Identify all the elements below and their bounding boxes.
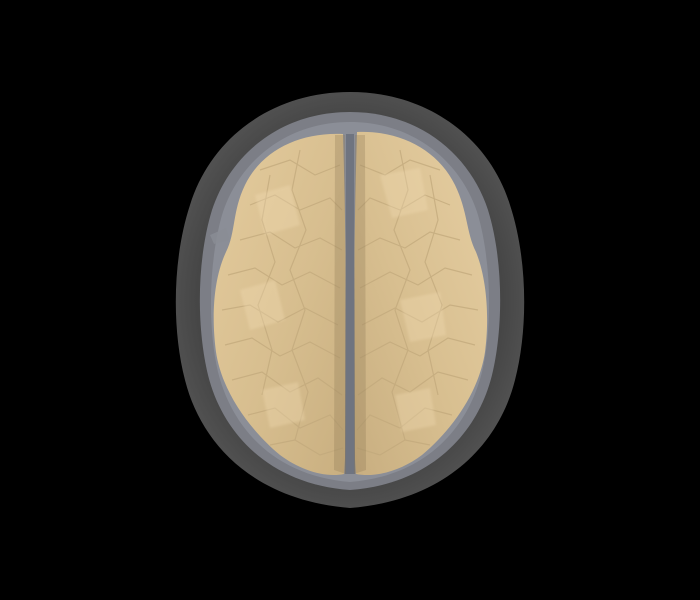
- skull-edge-artifact: [210, 228, 230, 244]
- longitudinal-fissure: [345, 134, 355, 474]
- cortex-highlights: [240, 168, 446, 432]
- cortex-shadows: [334, 135, 366, 474]
